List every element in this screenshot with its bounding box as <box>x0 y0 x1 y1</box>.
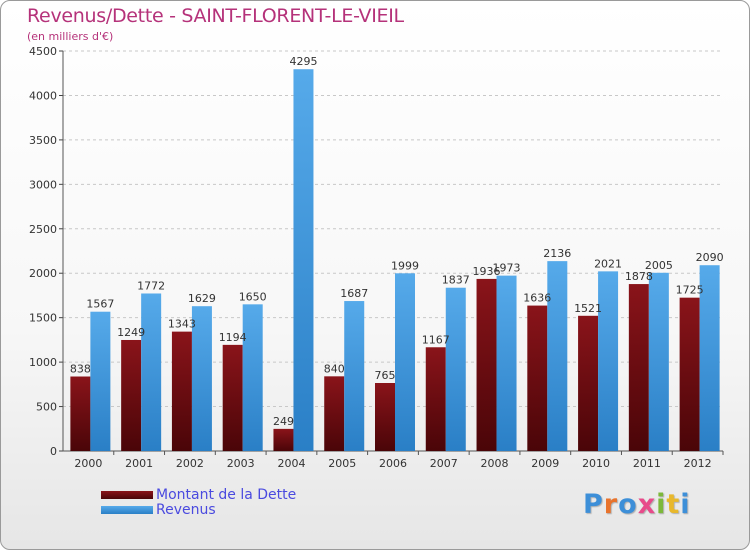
data-label-revenus: 2005 <box>645 259 673 272</box>
legend-swatch-dette <box>101 490 153 499</box>
bar-dette <box>476 278 497 451</box>
bar-dette <box>679 297 700 451</box>
x-tick-label: 2006 <box>379 457 407 470</box>
y-tick-label: 2500 <box>29 223 57 236</box>
bar-revenus <box>395 273 415 451</box>
data-label-revenus: 1567 <box>86 298 114 311</box>
bar-dette <box>425 347 446 451</box>
data-label-dette: 840 <box>324 362 345 375</box>
bar-revenus <box>242 304 263 451</box>
data-label-dette: 1878 <box>625 270 653 283</box>
x-tick-label: 2003 <box>227 457 255 470</box>
bar-revenus <box>496 275 517 451</box>
bar-revenus <box>547 261 568 451</box>
bar-dette <box>222 344 243 451</box>
bar-revenus <box>598 271 619 451</box>
data-label-revenus: 1999 <box>391 259 419 272</box>
data-label-revenus: 2090 <box>696 251 724 264</box>
data-label-revenus: 2136 <box>543 247 571 260</box>
data-label-revenus: 1650 <box>239 290 267 303</box>
y-tick-label: 4000 <box>29 89 57 102</box>
data-label-dette: 765 <box>375 369 396 382</box>
data-label-revenus: 1772 <box>137 279 165 292</box>
chart-subtitle: (en milliers d'€) <box>27 30 114 43</box>
x-tick-label: 2012 <box>684 457 712 470</box>
data-label-dette: 1343 <box>168 318 196 331</box>
x-tick-label: 2010 <box>582 457 610 470</box>
x-tick-label: 2002 <box>176 457 204 470</box>
proxiti-logo: Proxiti <box>583 489 691 520</box>
x-tick-label: 2004 <box>277 457 305 470</box>
x-tick-label: 2011 <box>633 457 661 470</box>
data-label-dette: 838 <box>70 363 91 376</box>
bar-dette <box>171 331 192 451</box>
legend-label-revenus: Revenus <box>156 501 216 518</box>
x-tick-label: 2005 <box>328 457 356 470</box>
bar-revenus <box>445 287 466 451</box>
bar-revenus <box>293 69 314 451</box>
data-label-revenus: 1973 <box>493 262 521 275</box>
y-tick-label: 2000 <box>29 267 57 280</box>
bar-dette <box>70 376 91 451</box>
x-tick-label: 2008 <box>481 457 509 470</box>
data-label-revenus: 4295 <box>289 55 317 68</box>
y-tick-label: 0 <box>50 445 57 458</box>
legend-label-dette: Montant de la Dette <box>156 486 297 503</box>
bar-revenus <box>344 301 365 451</box>
bar-revenus <box>191 306 212 451</box>
data-label-revenus: 1837 <box>442 274 470 287</box>
y-tick-label: 3000 <box>29 178 57 191</box>
bar-revenus <box>648 272 669 451</box>
data-label-dette: 249 <box>273 415 294 428</box>
y-tick-label: 500 <box>36 401 57 414</box>
bar-dette <box>324 376 345 451</box>
x-tick-label: 2007 <box>430 457 458 470</box>
data-label-dette: 1725 <box>676 284 704 297</box>
x-tick-label: 2009 <box>531 457 559 470</box>
legend: Montant de la Dette Revenus <box>101 486 297 518</box>
y-tick-label: 1000 <box>29 356 57 369</box>
legend-item-revenus: Revenus <box>101 501 296 518</box>
legend-swatch-revenus <box>101 505 153 514</box>
y-tick-label: 3500 <box>29 134 57 147</box>
bar-dette <box>628 284 649 451</box>
data-label-dette: 1249 <box>117 326 145 339</box>
bar-revenus <box>141 293 162 451</box>
bar-dette <box>121 339 142 451</box>
data-label-revenus: 2021 <box>594 257 622 270</box>
y-tick-label: 1500 <box>29 312 57 325</box>
data-label-revenus: 1687 <box>340 287 368 300</box>
bar-dette <box>578 315 599 451</box>
y-tick-label: 4500 <box>29 45 57 58</box>
data-label-dette: 1521 <box>574 302 602 315</box>
data-label-dette: 1167 <box>422 333 450 346</box>
data-label-dette: 1636 <box>523 292 551 305</box>
chart-title: Revenus/Dette - SAINT-FLORENT-LE-VIEIL <box>27 5 404 27</box>
bar-revenus <box>699 265 720 451</box>
data-label-revenus: 1629 <box>188 292 216 305</box>
legend-item-dette: Montant de la Dette <box>101 486 297 503</box>
x-tick-label: 2001 <box>125 457 153 470</box>
x-tick-label: 2000 <box>74 457 102 470</box>
data-label-dette: 1194 <box>219 331 247 344</box>
data-label-dette: 1936 <box>473 265 501 278</box>
bar-revenus <box>90 311 111 451</box>
bar-dette <box>273 428 294 451</box>
bar-dette <box>375 383 395 451</box>
bar-dette <box>527 305 548 451</box>
